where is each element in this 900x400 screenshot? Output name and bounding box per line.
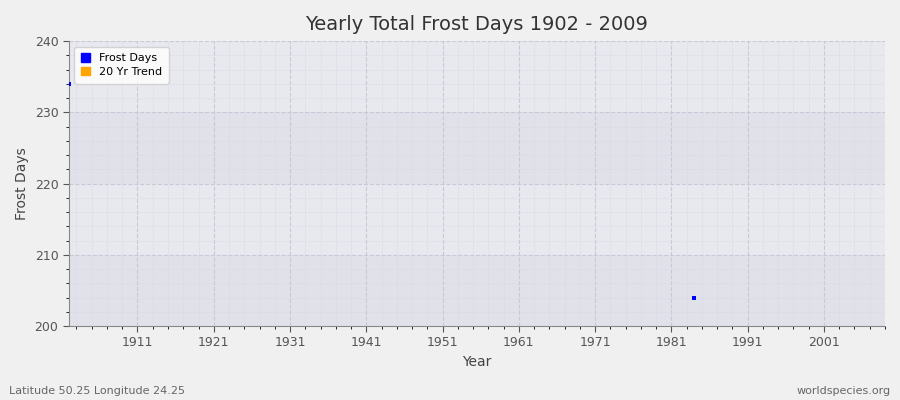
Text: worldspecies.org: worldspecies.org <box>796 386 891 396</box>
Bar <box>68 112 885 184</box>
Title: Yearly Total Frost Days 1902 - 2009: Yearly Total Frost Days 1902 - 2009 <box>305 15 648 34</box>
Y-axis label: Frost Days: Frost Days <box>15 147 29 220</box>
Bar <box>68 41 885 112</box>
Bar <box>68 184 885 255</box>
Text: Latitude 50.25 Longitude 24.25: Latitude 50.25 Longitude 24.25 <box>9 386 185 396</box>
Legend: Frost Days, 20 Yr Trend: Frost Days, 20 Yr Trend <box>75 47 168 84</box>
Bar <box>68 255 885 326</box>
X-axis label: Year: Year <box>463 355 491 369</box>
